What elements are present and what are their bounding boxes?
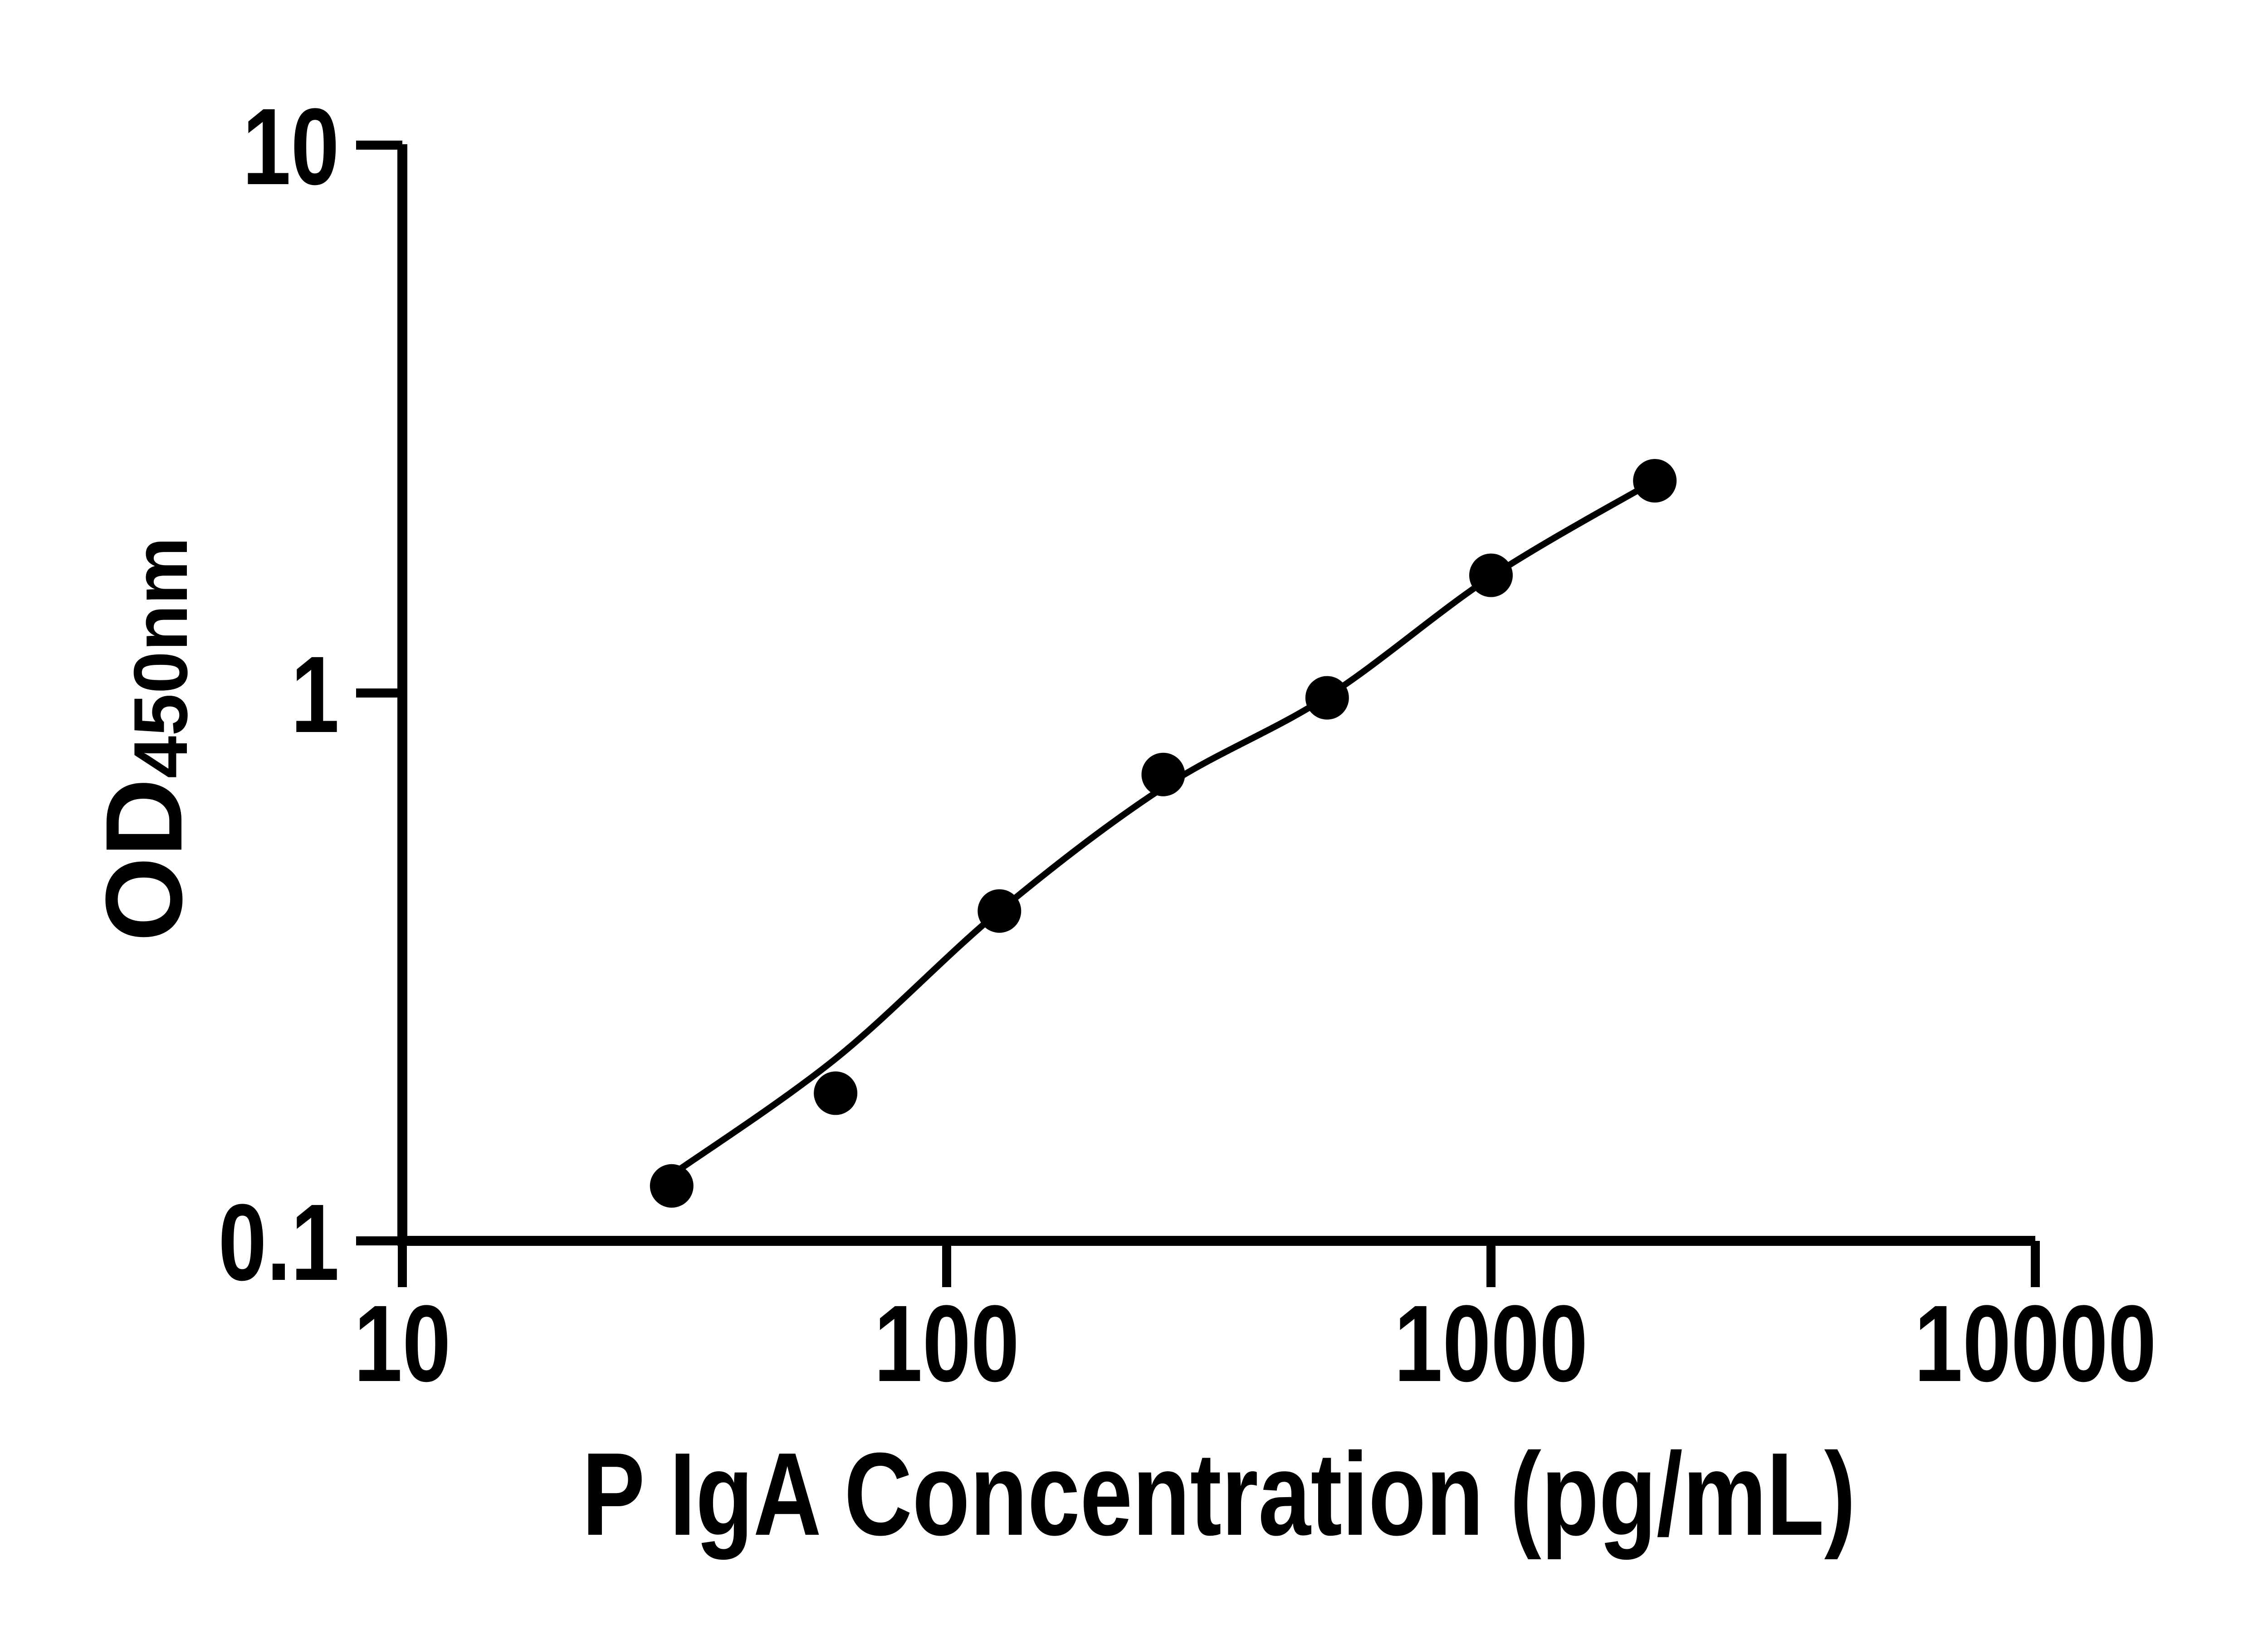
tick-labels: 10 100 1000 10000 10 1 0.1 <box>218 86 2156 1404</box>
y-tick-label: 10 <box>242 86 339 207</box>
axes <box>397 144 2035 1246</box>
data-point-marker <box>978 889 1022 933</box>
data-point-marker <box>1305 676 1349 720</box>
data-point-marker <box>814 1071 858 1115</box>
data-point-marker <box>1633 459 1677 503</box>
data-points <box>650 459 1677 1208</box>
x-tick-label: 10 <box>354 1283 451 1404</box>
y-axis-title-subscript: 450nm <box>118 537 203 778</box>
y-tick-label: 1 <box>291 634 339 755</box>
x-tick-label: 10000 <box>1914 1283 2156 1404</box>
x-axis-title: P IgA Concentration (pg/mL) <box>582 1429 1856 1561</box>
x-tick-label: 1000 <box>1394 1283 1588 1404</box>
y-axis-title-main: OD <box>83 778 205 942</box>
data-point-marker <box>650 1164 694 1208</box>
axis-ticks <box>356 141 2040 1287</box>
x-tick-label: 100 <box>874 1283 1019 1404</box>
y-axis-title: OD450nm <box>83 537 205 942</box>
data-point-marker <box>1141 752 1185 796</box>
data-point-marker <box>1469 553 1513 597</box>
y-tick-label: 0.1 <box>218 1181 339 1303</box>
